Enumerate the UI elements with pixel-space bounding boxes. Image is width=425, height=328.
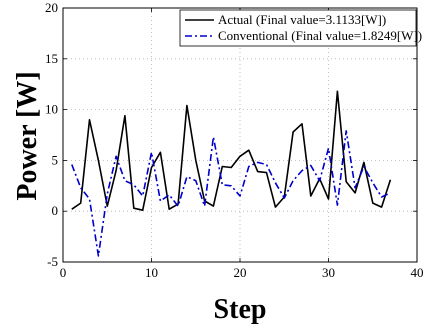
y-tick-label: 20 [45,0,58,15]
legend-label-actual: Actual (Final value=3.1133[W]) [218,12,386,27]
legend-box [179,9,417,47]
x-tick-label: 10 [145,265,158,280]
legend-label-conventional: Conventional (Final value=1.8249[W]) [218,28,422,43]
x-tick-label: 0 [60,265,67,280]
x-tick-label: 40 [411,265,424,280]
series-line-1 [71,130,391,257]
y-tick-label: 5 [52,152,59,167]
x-tick-label: 20 [234,265,247,280]
y-tick-label: 15 [45,51,58,66]
y-tick-label: 0 [52,203,59,218]
series-lines [71,90,392,257]
y-tick-label: -5 [47,254,58,269]
x-tick-label: 30 [322,265,335,280]
series-line-0 [71,90,392,211]
legend: Actual (Final value=3.1133[W]) Conventio… [179,9,422,47]
x-axis-title: Step [214,294,267,325]
y-tick-label: 10 [45,102,58,117]
grid-lines [63,8,417,262]
plot-frame [62,7,418,263]
y-axis-title: Power [W] [12,71,43,200]
